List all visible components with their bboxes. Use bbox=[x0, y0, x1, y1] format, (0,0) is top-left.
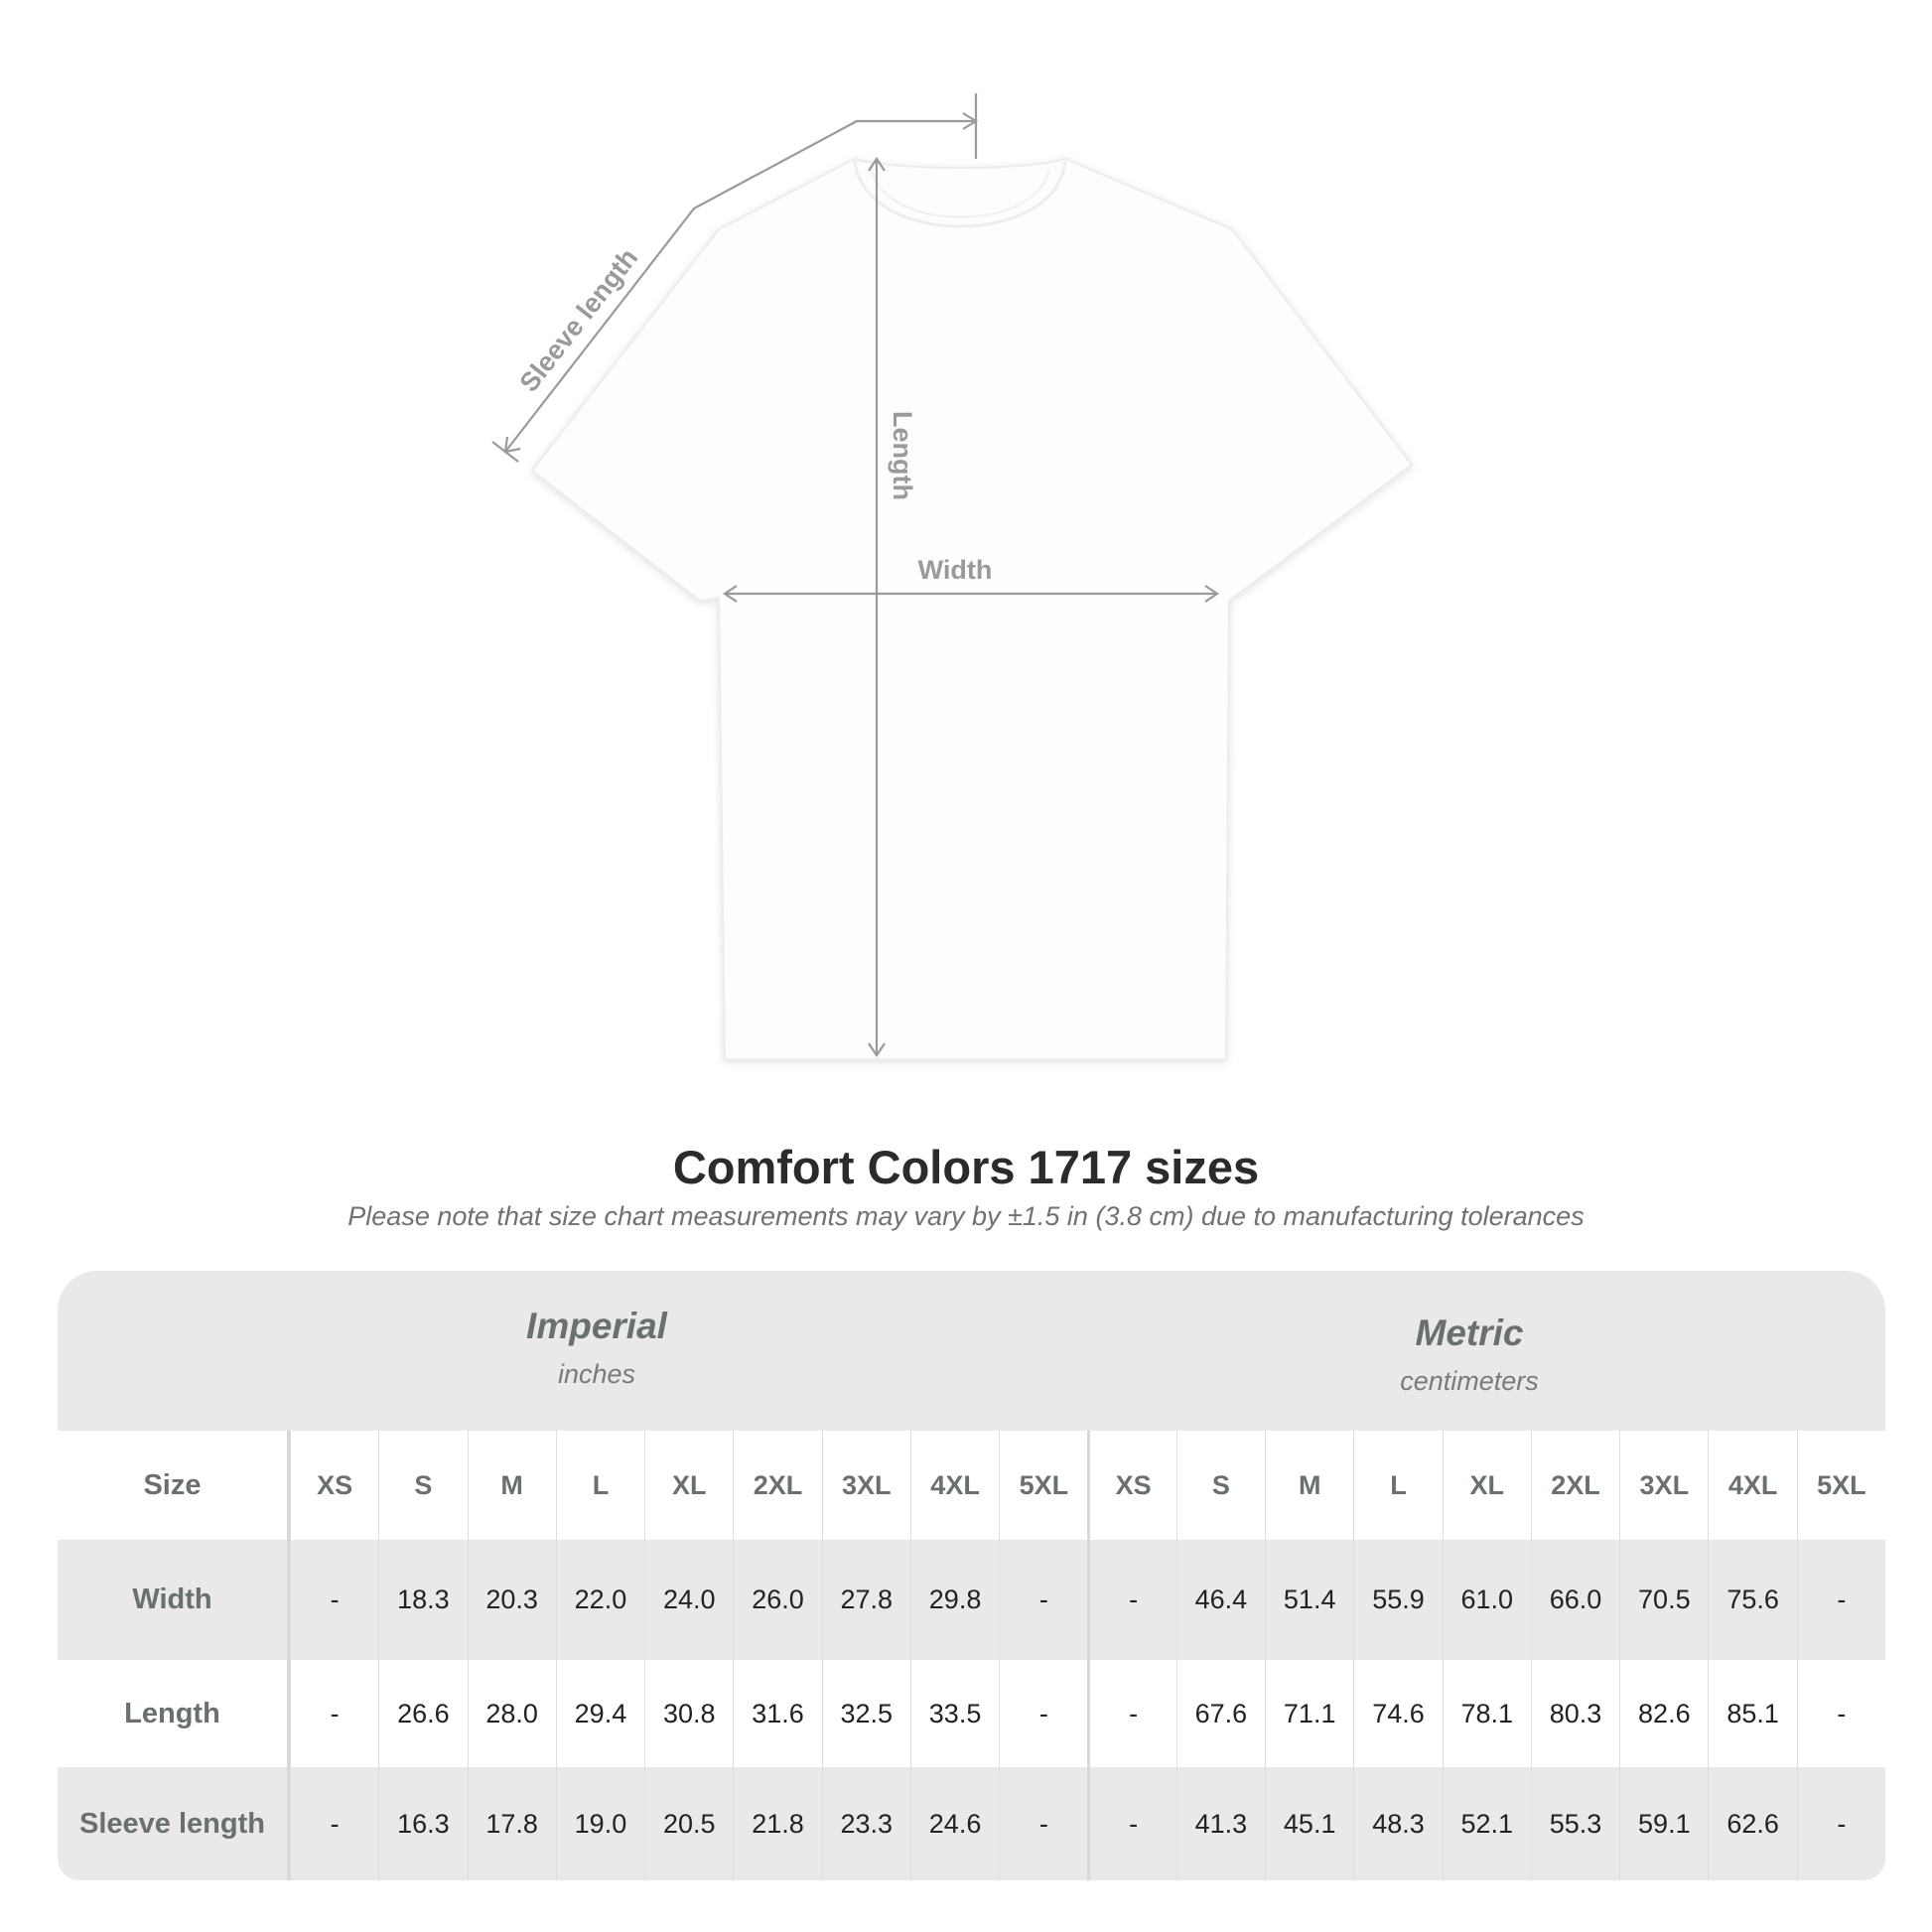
imperial-size-header: M bbox=[467, 1431, 556, 1540]
metric-size-header: M bbox=[1265, 1431, 1353, 1540]
metric-value-cell: 55.9 bbox=[1353, 1540, 1442, 1660]
metric-value-cell: 78.1 bbox=[1442, 1660, 1531, 1767]
metric-value-cell: 59.1 bbox=[1619, 1767, 1708, 1880]
metric-label: Metric bbox=[1415, 1312, 1524, 1353]
imperial-label: Imperial bbox=[526, 1306, 667, 1346]
imperial-value-cell: 27.8 bbox=[821, 1540, 910, 1660]
imperial-value-cell: 20.3 bbox=[467, 1540, 556, 1660]
metric-value-cell: 67.6 bbox=[1175, 1660, 1265, 1767]
metric-header: Metric centimeters bbox=[1172, 1312, 1767, 1397]
metric-size-header: 3XL bbox=[1619, 1431, 1708, 1540]
imperial-value-cell: 32.5 bbox=[821, 1660, 910, 1767]
imperial-size-header: XS bbox=[289, 1431, 378, 1540]
metric-value-cell: 80.3 bbox=[1530, 1660, 1619, 1767]
size-chart-title: Comfort Colors 1717 sizes bbox=[672, 1141, 1260, 1193]
metric-value-cell: - bbox=[1087, 1660, 1175, 1767]
metric-size-header: XS bbox=[1087, 1431, 1175, 1540]
imperial-header: Imperial inches bbox=[299, 1306, 895, 1390]
imperial-size-header: 4XL bbox=[909, 1431, 999, 1540]
imperial-size-header: L bbox=[555, 1431, 644, 1540]
imperial-value-cell: 23.3 bbox=[821, 1767, 910, 1880]
metric-value-cell: - bbox=[1087, 1767, 1175, 1880]
imperial-value-cell: 33.5 bbox=[909, 1660, 999, 1767]
size-header-label: Size bbox=[58, 1431, 290, 1540]
metric-value-cell: 61.0 bbox=[1442, 1540, 1531, 1660]
metric-value-cell: - bbox=[1796, 1767, 1885, 1880]
metric-value-cell: 45.1 bbox=[1265, 1767, 1353, 1880]
imperial-value-cell: 18.3 bbox=[378, 1540, 467, 1660]
metric-value-cell: - bbox=[1087, 1540, 1175, 1660]
imperial-value-cell: 24.0 bbox=[644, 1540, 733, 1660]
sleeve-measure-line bbox=[504, 119, 976, 453]
imperial-value-cell: 16.3 bbox=[378, 1767, 467, 1880]
collar bbox=[853, 160, 1067, 228]
imperial-value-cell: - bbox=[289, 1540, 378, 1660]
imperial-value-cell: - bbox=[999, 1540, 1087, 1660]
metric-value-cell: 85.1 bbox=[1708, 1660, 1796, 1767]
tshirt-shape bbox=[530, 157, 1414, 1060]
imperial-size-header: 3XL bbox=[821, 1431, 910, 1540]
metric-value-cell: 48.3 bbox=[1353, 1767, 1442, 1880]
imperial-size-header: 5XL bbox=[999, 1431, 1087, 1540]
table-row: Width -18.3 20.3 22.0 24.0 26.0 27.8 29.8- -46.4… bbox=[58, 1540, 1885, 1660]
size-header-row: Size XS S M L XL 2XL 3XL 4XL 5XL XS S M L XL 2XL 3XL 4XL 5… bbox=[58, 1431, 1885, 1540]
metric-value-cell: 41.3 bbox=[1175, 1767, 1265, 1880]
imperial-value-cell: - bbox=[999, 1660, 1087, 1767]
metric-value-cell: 70.5 bbox=[1619, 1540, 1708, 1660]
metric-size-header: S bbox=[1175, 1431, 1265, 1540]
metric-value-cell: 52.1 bbox=[1442, 1767, 1531, 1880]
metric-size-header: XL bbox=[1442, 1431, 1531, 1540]
imperial-value-cell: 19.0 bbox=[555, 1767, 644, 1880]
imperial-unit: inches bbox=[557, 1359, 636, 1389]
metric-value-cell: 74.6 bbox=[1353, 1660, 1442, 1767]
metric-size-header: L bbox=[1353, 1431, 1442, 1540]
imperial-value-cell: 28.0 bbox=[467, 1660, 556, 1767]
tshirt-diagram: Sleeve length Length Width bbox=[491, 93, 1414, 1060]
imperial-value-cell: 17.8 bbox=[467, 1767, 556, 1880]
imperial-value-cell: 31.6 bbox=[733, 1660, 821, 1767]
size-table: Imperial inches Metric centimeters Size X… bbox=[58, 1271, 1885, 1880]
tolerance-note: Please note that size chart measurements… bbox=[347, 1201, 1585, 1231]
imperial-value-cell: 30.8 bbox=[644, 1660, 733, 1767]
metric-size-header: 2XL bbox=[1530, 1431, 1619, 1540]
imperial-size-header: XL bbox=[644, 1431, 733, 1540]
imperial-size-header: S bbox=[378, 1431, 467, 1540]
imperial-value-cell: 26.6 bbox=[378, 1660, 467, 1767]
metric-value-cell: 75.6 bbox=[1708, 1540, 1796, 1660]
metric-size-header: 5XL bbox=[1796, 1431, 1885, 1540]
imperial-value-cell: - bbox=[289, 1767, 378, 1880]
size-grid: Size XS S M L XL 2XL 3XL 4XL 5XL XS S M L XL 2XL 3XL 4XL 5… bbox=[58, 1431, 1885, 1880]
imperial-value-cell: - bbox=[999, 1767, 1087, 1880]
row-label: Width bbox=[58, 1540, 290, 1660]
metric-value-cell: 62.6 bbox=[1708, 1767, 1796, 1880]
imperial-size-header: 2XL bbox=[733, 1431, 821, 1540]
metric-size-header: 4XL bbox=[1708, 1431, 1796, 1540]
metric-value-cell: 55.3 bbox=[1530, 1767, 1619, 1880]
metric-value-cell: 51.4 bbox=[1265, 1540, 1353, 1660]
metric-unit: centimeters bbox=[1400, 1366, 1539, 1396]
metric-value-cell: - bbox=[1796, 1540, 1885, 1660]
row-label: Sleeve length bbox=[58, 1767, 290, 1880]
imperial-value-cell: 29.8 bbox=[909, 1540, 999, 1660]
imperial-value-cell: - bbox=[289, 1660, 378, 1767]
metric-value-cell: 82.6 bbox=[1619, 1660, 1708, 1767]
imperial-value-cell: 26.0 bbox=[733, 1540, 821, 1660]
unit-header-band: Imperial inches Metric centimeters bbox=[58, 1271, 1885, 1431]
table-row: Length -26.6 28.0 29.4 30.8 31.6 32.5 33.5- -67.… bbox=[58, 1660, 1885, 1767]
metric-value-cell: 71.1 bbox=[1265, 1660, 1353, 1767]
imperial-value-cell: 24.6 bbox=[909, 1767, 999, 1880]
metric-value-cell: 46.4 bbox=[1175, 1540, 1265, 1660]
row-label: Length bbox=[58, 1660, 290, 1767]
table-row: Sleeve length -16.3 17.8 19.0 20.5 21.8 23.3 24… bbox=[58, 1767, 1885, 1880]
length-label: Length bbox=[888, 411, 917, 500]
width-label: Width bbox=[918, 555, 993, 585]
imperial-value-cell: 20.5 bbox=[644, 1767, 733, 1880]
metric-value-cell: - bbox=[1796, 1660, 1885, 1767]
imperial-value-cell: 29.4 bbox=[555, 1660, 644, 1767]
imperial-value-cell: 21.8 bbox=[733, 1767, 821, 1880]
metric-value-cell: 66.0 bbox=[1530, 1540, 1619, 1660]
imperial-value-cell: 22.0 bbox=[555, 1540, 644, 1660]
